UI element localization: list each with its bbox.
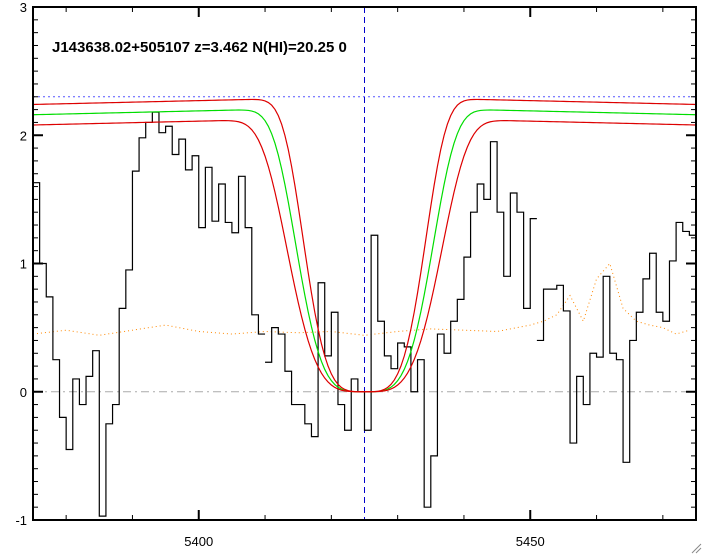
y-tick-label: 3	[20, 0, 27, 15]
fit-curves	[32, 98, 697, 393]
y-tick-label: 1	[20, 257, 27, 272]
chart-title: J143638.02+505107 z=3.462 N(HI)=20.25 0	[52, 39, 347, 56]
y-tick-label: 0	[20, 385, 27, 400]
y-tick-label: -1	[15, 513, 27, 528]
y-tick-label: 2	[20, 128, 27, 143]
axis-ticks: -1 0 1 2 3 5400 5450	[15, 0, 696, 549]
x-tick-label: 5400	[184, 534, 213, 549]
flux-histogram-core	[265, 141, 537, 508]
flux-histogram-right	[536, 221, 696, 463]
resize-grip-icon[interactable]	[690, 542, 702, 554]
fit-curve-fit-lower	[32, 120, 697, 393]
x-tick-label: 5450	[516, 534, 545, 549]
